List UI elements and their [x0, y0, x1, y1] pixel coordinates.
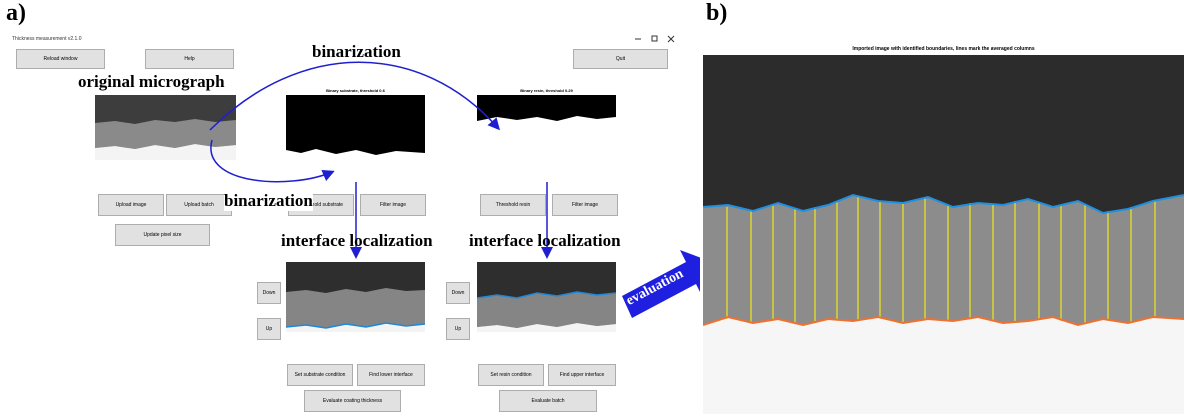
- panel-label: b): [706, 0, 727, 27]
- page: a) b) Thickness measurement v2.1.0 Reloa…: [0, 0, 1184, 414]
- result-image: [703, 55, 1184, 414]
- image-title: Imported image with identified boundarie…: [703, 46, 1184, 52]
- annotation: binarization: [224, 191, 313, 211]
- annotation: interface localization: [281, 231, 433, 251]
- annotation: binarization: [312, 42, 401, 62]
- annotation: original micrograph: [78, 72, 225, 92]
- arrows: [0, 0, 700, 414]
- annotation: interface localization: [469, 231, 621, 251]
